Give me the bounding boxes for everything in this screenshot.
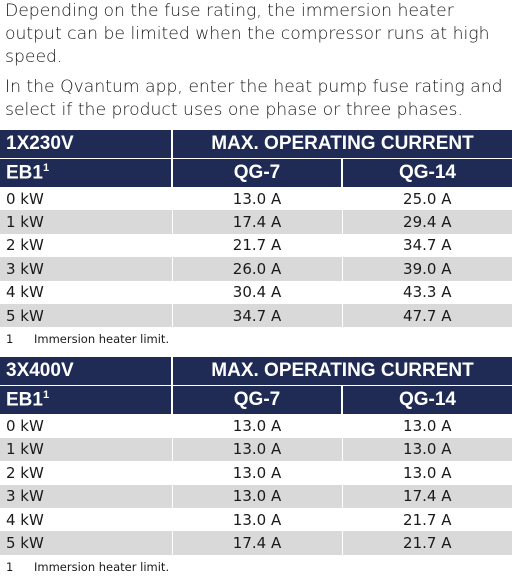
cell: 21.7 A — [171, 233, 342, 258]
row-header: 4 kW — [6, 283, 44, 302]
paragraph: Depending on the fuse rating, the immers… — [5, 1, 490, 67]
cell: 13.0 A — [171, 507, 342, 532]
cell: 13.0 A — [171, 437, 342, 462]
cell: 30.4 A — [171, 280, 342, 304]
table-row: 4 kW 13.0 A 21.7 A — [0, 507, 512, 532]
row-header: 4 kW — [6, 510, 44, 529]
row-label-header: EB11 — [0, 158, 172, 187]
footnote-marker: 1 — [6, 559, 14, 574]
table-row: 5 kW 17.4 A 21.7 A — [0, 531, 512, 555]
table-row: 1 kW 13.0 A 13.0 A — [0, 437, 512, 462]
row-label-header: EB11 — [0, 385, 172, 415]
footnote-text: Immersion heater limit. — [34, 559, 170, 574]
cell: 13.0 A — [171, 461, 342, 485]
header-row: 1X230V MAX. OPERATING CURRENT — [0, 130, 512, 159]
column-header: QG-14 — [340, 158, 512, 187]
footnote-text: Immersion heater limit. — [34, 332, 170, 347]
column-header: QG-7 — [171, 385, 342, 415]
cell: 13.0 A — [171, 414, 342, 438]
table-row: 0 kW 13.0 A 25.0 A — [0, 187, 512, 211]
table-row: 2 kW 13.0 A 13.0 A — [0, 461, 512, 485]
footnote: 1 Immersion heater limit. — [6, 327, 512, 349]
table-row: 3 kW 26.0 A 39.0 A — [0, 257, 512, 281]
paragraph: In the Qvantum app, enter the heat pump … — [5, 77, 503, 120]
header-row: EB11 QG-7 QG-14 — [0, 385, 512, 415]
footnote: 1 Immersion heater limit. — [6, 555, 512, 577]
column-header: QG-14 — [340, 385, 512, 415]
table-row: 3 kW 13.0 A 17.4 A — [0, 484, 512, 508]
cell: 13.0 A — [341, 414, 512, 438]
cell: 21.7 A — [341, 507, 512, 532]
row-header: 0 kW — [6, 417, 44, 436]
column-header: QG-7 — [171, 158, 342, 187]
cell: 25.0 A — [341, 187, 512, 211]
cell: 17.4 A — [341, 484, 512, 508]
table-row: 0 kW 13.0 A 13.0 A — [0, 414, 512, 438]
cell: 13.0 A — [341, 437, 512, 462]
cell: 13.0 A — [341, 461, 512, 485]
row-header: 5 kW — [0, 303, 172, 328]
row-header: 3 kW — [0, 257, 172, 281]
row-header: 1 kW — [0, 437, 172, 462]
row-label-note: 1 — [42, 389, 50, 402]
cell: 13.0 A — [171, 187, 342, 211]
cell: 34.7 A — [171, 303, 342, 328]
cell: 26.0 A — [171, 257, 342, 281]
cell: 13.0 A — [171, 484, 342, 508]
header-row: EB11 QG-7 QG-14 — [0, 158, 512, 187]
row-header: 2 kW — [6, 236, 44, 255]
cell: 17.4 A — [171, 531, 342, 555]
cell: 39.0 A — [341, 257, 512, 281]
table-title: 3X400V — [0, 357, 172, 386]
row-label: EB1 — [6, 162, 43, 184]
footnote-marker: 1 — [6, 332, 14, 347]
cell: 47.7 A — [341, 303, 512, 328]
header: MAX. OPERATING CURRENT — [170, 130, 512, 159]
row-header: 5 kW — [0, 531, 172, 555]
spec-table: 1X230V MAX. OPERATING CURRENT EB11 QG-7 QG-1… — [0, 130, 512, 328]
cell: 43.3 A — [341, 280, 512, 304]
cell: 29.4 A — [341, 210, 512, 234]
table-row: 2 kW 21.7 A 34.7 A — [0, 233, 512, 258]
cell: 21.7 A — [341, 531, 512, 555]
row-header: 2 kW — [6, 463, 44, 482]
header-row: 3X400V MAX. OPERATING CURRENT — [0, 357, 512, 386]
row-header: 0 kW — [6, 189, 44, 208]
cell: 17.4 A — [171, 210, 342, 234]
row-label: EB1 — [6, 389, 43, 411]
table-row: 4 kW 30.4 A 43.3 A — [0, 280, 512, 304]
row-header: 1 kW — [0, 210, 172, 234]
spec-table: 3X400V MAX. OPERATING CURRENT EB11 QG-7 QG-1… — [0, 357, 512, 555]
row-label-note: 1 — [42, 161, 50, 174]
table-row: 5 kW 34.7 A 47.7 A — [0, 303, 512, 328]
table-title: 1X230V — [0, 130, 172, 159]
cell: 34.7 A — [341, 233, 512, 258]
header: MAX. OPERATING CURRENT — [170, 357, 512, 386]
table-row: 1 kW 17.4 A 29.4 A — [0, 210, 512, 234]
row-header: 3 kW — [0, 484, 172, 508]
